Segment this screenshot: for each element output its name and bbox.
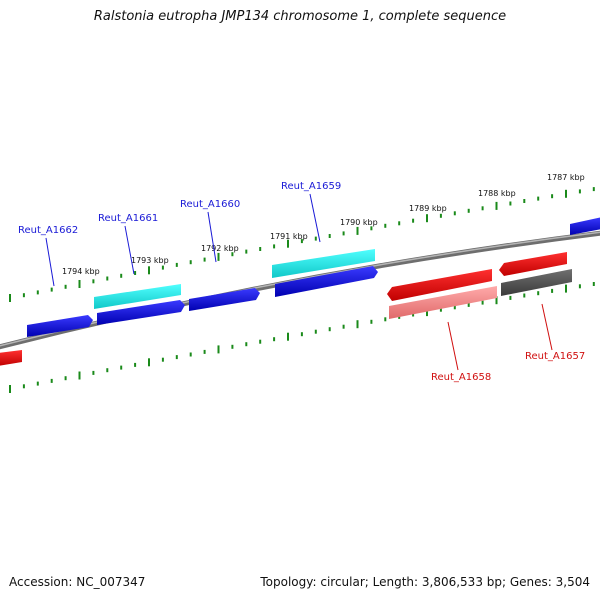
gene-arrow-Reut_A1662[interactable] <box>27 315 93 337</box>
feature-gray[interactable] <box>501 269 572 296</box>
tick-label-1794: 1794 kbp <box>62 267 100 276</box>
gene-arrow-Reut_A1660[interactable] <box>189 288 260 311</box>
tick-label-1789: 1789 kbp <box>409 204 447 213</box>
gene-arrow-right-edge[interactable] <box>570 217 600 235</box>
tick-label-1792: 1792 kbp <box>201 244 239 253</box>
outer-tick-ring <box>9 187 595 302</box>
gene-label-Reut_A1661[interactable]: Reut_A1661 <box>98 213 158 224</box>
feature-cyan-1[interactable] <box>94 284 181 309</box>
gene-label-Reut_A1659[interactable]: Reut_A1659 <box>281 181 341 192</box>
gene-arrow-Reut_A1661[interactable] <box>97 300 185 325</box>
gene-arrow-Reut_A1659[interactable] <box>275 266 378 297</box>
genome-stats: Topology: circular; Length: 3,806,533 bp… <box>260 575 590 589</box>
feature-pink[interactable] <box>389 286 497 319</box>
feature-cyan-2[interactable] <box>272 249 375 278</box>
gene-arrow-left-edge[interactable] <box>0 350 22 366</box>
gene-labels: Reut_A1662 Reut_A1661 Reut_A1660 Reut_A1… <box>18 181 585 383</box>
gene-label-Reut_A1658[interactable]: Reut_A1658 <box>431 372 491 383</box>
gene-label-Reut_A1662[interactable]: Reut_A1662 <box>18 225 78 236</box>
gene-leader-lines <box>45 193 553 371</box>
gene-label-Reut_A1660[interactable]: Reut_A1660 <box>180 199 240 210</box>
tick-label-1787: 1787 kbp <box>547 173 585 182</box>
map-title: Ralstonia eutropha JMP134 chromosome 1, … <box>93 9 507 24</box>
tick-label-1793: 1793 kbp <box>131 256 169 265</box>
tick-label-1791: 1791 kbp <box>270 232 308 241</box>
accession-label: Accession: NC_007347 <box>9 575 146 589</box>
tick-label-1788: 1788 kbp <box>478 189 516 198</box>
gene-label-Reut_A1657[interactable]: Reut_A1657 <box>525 351 585 362</box>
tick-labels: 1794 kbp 1793 kbp 1792 kbp 1791 kbp 1790… <box>62 173 585 276</box>
gene-arrow-Reut_A1658[interactable] <box>387 269 492 301</box>
tick-label-1790: 1790 kbp <box>340 218 378 227</box>
gene-arrow-Reut_A1657[interactable] <box>499 252 567 276</box>
